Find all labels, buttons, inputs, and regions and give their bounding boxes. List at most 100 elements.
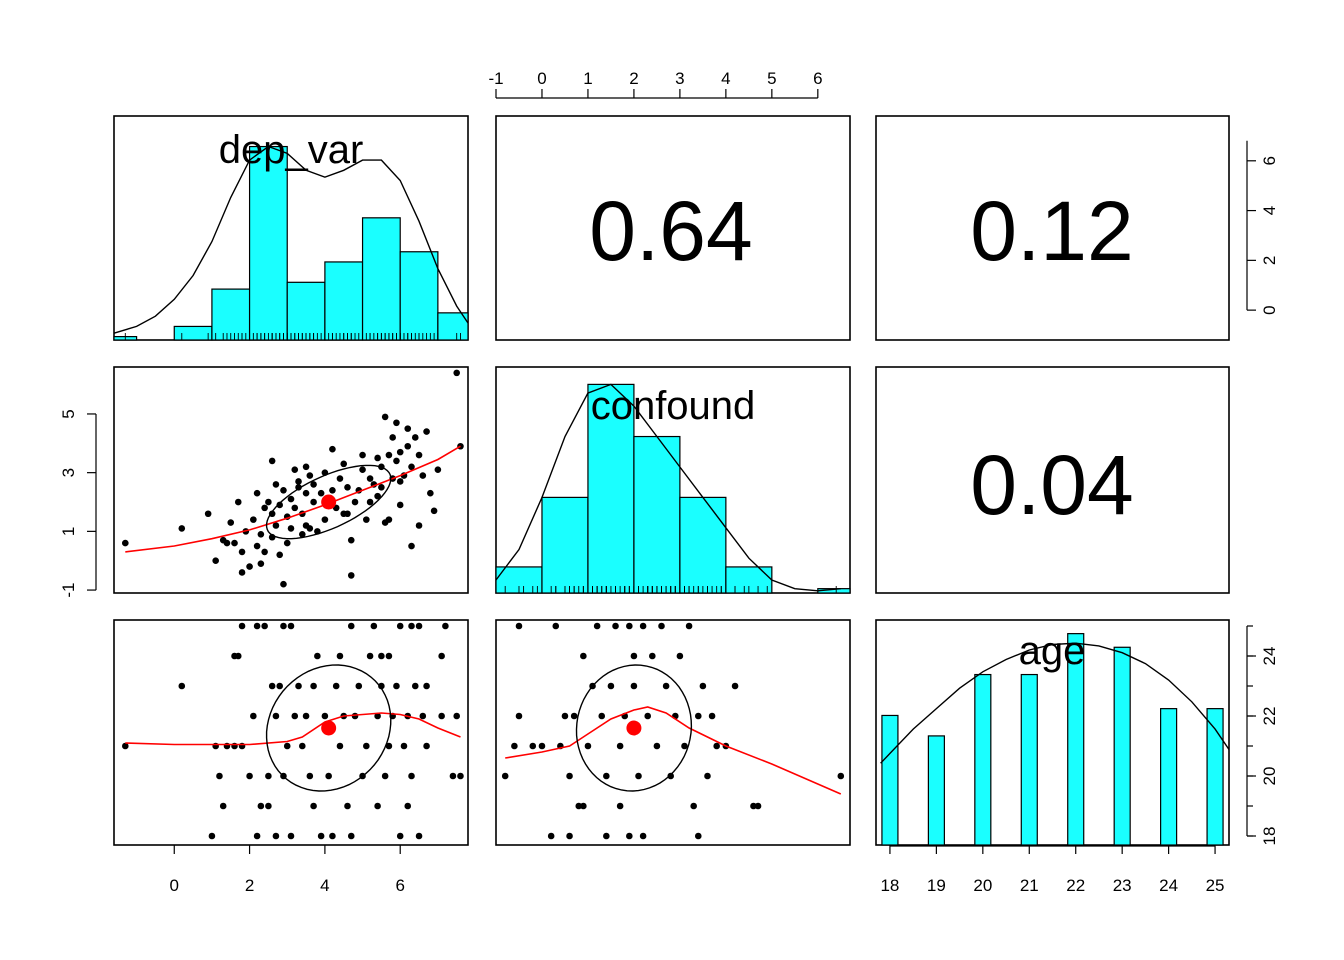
- scatter-point: [713, 742, 720, 750]
- scatter-point: [501, 772, 509, 780]
- scatter-point: [250, 712, 257, 720]
- scatter-point: [552, 622, 560, 630]
- scatter-point: [837, 772, 845, 780]
- scatter-point: [287, 832, 295, 840]
- scatter-point: [287, 622, 295, 630]
- scatter-point: [580, 652, 587, 660]
- x-axis-tick-label: 6: [395, 876, 404, 895]
- scatter-point: [404, 802, 412, 810]
- scatter-point: [329, 832, 336, 840]
- scatter-point: [359, 451, 366, 459]
- panel-frame-corr-confound-age: [875, 366, 1230, 594]
- scatter-point: [287, 495, 295, 503]
- scatter-point: [298, 530, 306, 538]
- scatter-point: [685, 622, 693, 630]
- scatter-point: [253, 489, 261, 497]
- panel-frame-corr-dep-age: [875, 115, 1230, 341]
- right-axis-tick-label: 2: [1260, 256, 1279, 265]
- scatter-point: [340, 460, 348, 468]
- scatter-point: [121, 742, 129, 750]
- loess-smooth-line: [125, 445, 461, 553]
- scatter-point: [694, 712, 702, 720]
- scatter-point: [423, 682, 430, 690]
- scatter-point: [321, 516, 329, 523]
- scatter-point: [374, 454, 381, 462]
- x-axis-tick-label: 20: [973, 876, 992, 895]
- scatter-point: [280, 580, 287, 588]
- scatter-point: [238, 742, 246, 750]
- scatter-point: [223, 742, 231, 750]
- x-axis-tick-label: 18: [880, 876, 899, 895]
- variable-label-confound: confound: [591, 384, 756, 428]
- top-axis-tick-label: 5: [767, 69, 776, 88]
- scatter-point: [396, 622, 404, 630]
- scatter-point: [268, 682, 276, 690]
- scatter-point: [336, 652, 344, 660]
- top-axis-tick-label: 4: [721, 69, 730, 88]
- scatter-point: [616, 742, 624, 750]
- scatter-point: [280, 622, 287, 630]
- scatter-point: [381, 772, 389, 780]
- scatter-point: [366, 652, 374, 660]
- scatter-point: [317, 489, 325, 497]
- scatter-point: [681, 742, 688, 750]
- scatter-point: [291, 504, 299, 512]
- panel-frame-scatter-dep-confound: [113, 366, 469, 594]
- histogram-bar-dep_var: [324, 261, 364, 341]
- scatter-point: [381, 413, 389, 421]
- x-axis-tick-label: 23: [1113, 876, 1132, 895]
- scatter-point: [630, 682, 638, 690]
- density-curve-age: [880, 642, 1230, 764]
- scatter-point: [442, 622, 449, 630]
- histogram-bar-confound: [725, 566, 773, 594]
- scatter-point: [593, 622, 601, 630]
- scatter-point: [363, 516, 370, 523]
- scatter-point: [257, 802, 265, 810]
- scatter-point: [302, 463, 310, 471]
- scatter-point: [238, 622, 246, 630]
- scatter-point: [570, 712, 578, 720]
- x-axis-tick-label: 25: [1206, 876, 1225, 895]
- histogram-bar-age: [974, 673, 992, 846]
- scatter-point: [231, 539, 238, 547]
- scatter-point: [321, 712, 329, 720]
- scatter-point: [325, 772, 332, 780]
- scatter-point: [212, 557, 219, 565]
- scatter-point: [396, 448, 404, 456]
- correlation-dep-var-age: 0.12: [970, 184, 1134, 278]
- scatter-point: [227, 519, 235, 526]
- top-axis-tick-label: 2: [629, 69, 638, 88]
- scatter-point: [238, 548, 246, 556]
- scatter-point: [344, 484, 351, 491]
- scatter-point: [246, 563, 253, 570]
- scatter-point: [265, 772, 272, 780]
- scatter-point: [566, 772, 573, 780]
- variable-label-age: age: [1019, 629, 1086, 673]
- scatter-point: [291, 712, 299, 720]
- variable-label-dep-var: dep_var: [219, 128, 364, 172]
- scatter-point: [355, 682, 363, 690]
- scatter-point: [404, 442, 412, 450]
- scatter-point: [238, 569, 246, 576]
- histogram-bar-confound: [679, 496, 727, 594]
- scatter-point: [639, 832, 647, 840]
- scatter-point: [635, 772, 642, 780]
- scatter-point: [408, 622, 415, 630]
- scatter-point: [295, 682, 302, 690]
- scatter-point: [731, 682, 739, 690]
- scatter-point: [438, 712, 445, 720]
- scatter-point: [396, 832, 404, 840]
- loess-smooth-line: [125, 712, 461, 746]
- scatter-point: [662, 682, 670, 690]
- loess-smooth-line: [505, 706, 842, 795]
- scatter-point: [314, 652, 321, 660]
- scatter-point: [427, 489, 434, 497]
- scatter-point: [223, 539, 231, 547]
- right-axis-tick-label: 4: [1260, 206, 1279, 215]
- scatter-point: [329, 486, 336, 494]
- scatter-point: [694, 832, 702, 840]
- scatter-point: [351, 498, 359, 506]
- scatter-point: [302, 489, 310, 497]
- scatter-point: [250, 516, 257, 523]
